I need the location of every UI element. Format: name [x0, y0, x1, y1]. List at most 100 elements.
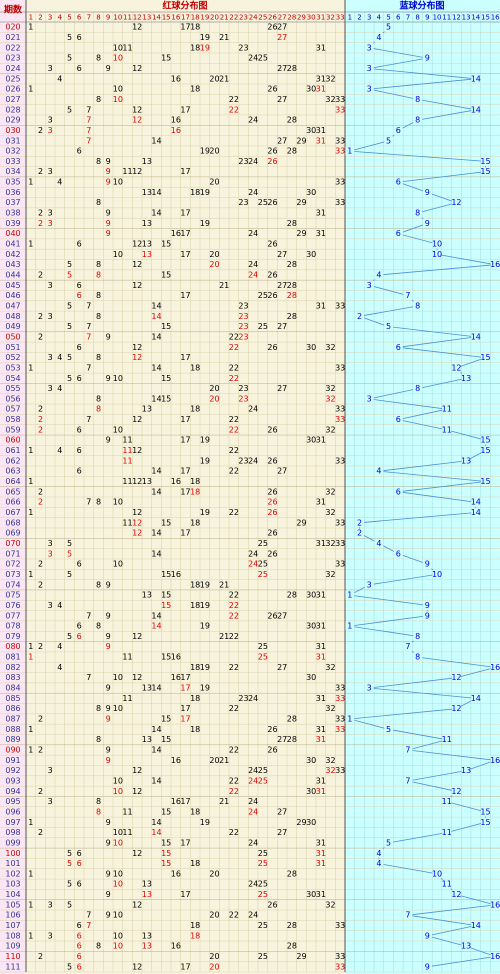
red-number: 3	[48, 64, 53, 73]
blue-cell	[355, 311, 365, 321]
blue-number: 9	[425, 962, 430, 971]
red-number: 13	[142, 188, 152, 197]
red-number: 12	[132, 446, 142, 455]
period: 101	[5, 859, 20, 868]
red-number: 5	[67, 353, 72, 362]
red-number: 9	[106, 818, 111, 827]
red-number: 18	[190, 663, 200, 672]
red-number: 31	[316, 776, 326, 785]
red-number: 2	[38, 405, 43, 414]
blue-cell	[461, 941, 471, 951]
red-number: 23	[238, 322, 248, 331]
red-number: 22	[229, 663, 239, 672]
red-number: 20	[209, 250, 219, 259]
red-number: 25	[258, 291, 268, 300]
red-number: 8	[96, 312, 101, 321]
blue-cell	[432, 869, 442, 879]
blue-cell	[374, 848, 384, 858]
blue-number: 7	[405, 291, 410, 300]
blue-column-header: 9	[425, 14, 429, 22]
blue-number: 1	[347, 715, 352, 724]
blue-cell	[471, 497, 481, 507]
period: 053	[5, 363, 20, 372]
red-number: 25	[258, 890, 268, 899]
blue-cell	[461, 456, 471, 466]
red-number: 30	[306, 787, 316, 796]
red-number: 33	[335, 560, 345, 569]
red-number: 10	[113, 787, 123, 796]
red-column-header: 28	[287, 14, 296, 22]
red-number: 9	[106, 745, 111, 754]
red-number: 18	[190, 921, 200, 930]
red-number: 15	[161, 653, 171, 662]
blue-number: 6	[396, 126, 401, 135]
blue-number: 8	[415, 209, 420, 218]
red-number: 23	[238, 157, 248, 166]
red-number: 18	[190, 725, 200, 734]
blue-number: 11	[442, 405, 452, 414]
blue-cell	[480, 446, 490, 456]
red-number: 7	[86, 363, 91, 372]
blue-number: 8	[415, 632, 420, 641]
red-number: 26	[267, 343, 277, 352]
red-number: 3	[48, 601, 53, 610]
red-number: 33	[335, 363, 345, 372]
red-number: 12	[132, 240, 142, 249]
period: 102	[5, 869, 20, 878]
blue-cell	[355, 518, 365, 528]
red-number: 33	[335, 405, 345, 414]
red-number: 19	[200, 436, 210, 445]
red-number: 14	[151, 209, 161, 218]
red-number: 10	[113, 776, 123, 785]
blue-cell	[393, 415, 403, 425]
red-number: 23	[238, 394, 248, 403]
red-number: 5	[67, 260, 72, 269]
blue-cell	[413, 631, 423, 641]
red-number: 31	[316, 725, 326, 734]
blue-number: 7	[405, 776, 410, 785]
red-number: 9	[106, 890, 111, 899]
red-number: 6	[77, 446, 82, 455]
red-number: 6	[77, 849, 82, 858]
red-number: 3	[48, 549, 53, 558]
red-number: 24	[248, 766, 258, 775]
red-number: 8	[96, 270, 101, 279]
blue-number: 12	[451, 363, 461, 372]
red-number: 30	[306, 85, 316, 94]
red-number: 12	[132, 900, 142, 909]
period: 023	[5, 54, 20, 63]
period: 096	[5, 807, 20, 816]
red-column-header: 16	[171, 14, 180, 22]
red-number: 31	[316, 74, 326, 83]
red-number: 9	[106, 64, 111, 73]
red-number: 6	[77, 240, 82, 249]
blue-cell	[480, 435, 490, 445]
blue-cell	[384, 22, 394, 32]
red-number: 18	[190, 807, 200, 816]
red-number: 13	[142, 880, 152, 889]
red-number: 18	[190, 859, 200, 868]
blue-number: 4	[376, 849, 381, 858]
period: 083	[5, 673, 20, 682]
red-column-header: 20	[210, 14, 219, 22]
blue-cell	[393, 487, 403, 497]
blue-title: 蓝球分布图	[399, 0, 444, 12]
red-number: 16	[171, 756, 181, 765]
red-number: 7	[86, 415, 91, 424]
red-number: 17	[180, 797, 190, 806]
red-number: 24	[248, 838, 258, 847]
red-number: 33	[335, 694, 345, 703]
red-number: 31	[316, 849, 326, 858]
red-number: 25	[258, 322, 268, 331]
red-number: 9	[106, 715, 111, 724]
red-number: 32	[325, 704, 335, 713]
red-number: 31	[316, 859, 326, 868]
red-number: 21	[219, 797, 229, 806]
red-number: 26	[267, 157, 277, 166]
red-number: 16	[171, 229, 181, 238]
period: 078	[5, 622, 20, 631]
red-number: 27	[277, 828, 287, 837]
red-number: 4	[57, 178, 62, 187]
red-number: 10	[113, 704, 123, 713]
period: 056	[5, 394, 20, 403]
